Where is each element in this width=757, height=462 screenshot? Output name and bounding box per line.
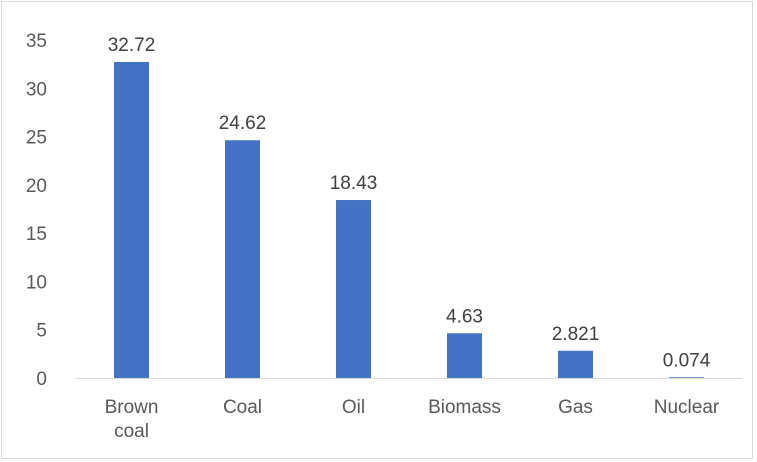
bar	[669, 377, 704, 378]
x-tick-label: Oil	[342, 397, 365, 418]
data-labels: 32.72 24.62 18.43 4.63 2.821 0.074	[108, 35, 711, 371]
bars	[114, 62, 704, 379]
data-label: 2.821	[552, 324, 600, 345]
bar	[447, 333, 482, 378]
data-label: 4.63	[446, 306, 483, 327]
y-tick-label: 20	[26, 176, 47, 197]
x-tick-label: Gas	[558, 397, 593, 418]
y-tick-label: 25	[26, 128, 47, 149]
y-tick-label: 30	[26, 79, 47, 100]
x-tick-label: Coal	[223, 397, 262, 418]
data-label: 18.43	[330, 173, 378, 194]
y-tick-label: 35	[26, 31, 47, 52]
x-axis-tick-labels: Brown coal Coal Oil Biomass Gas Nuclear	[105, 397, 720, 442]
y-tick-label: 10	[26, 272, 47, 293]
y-tick-label: 5	[36, 321, 47, 342]
bar	[558, 350, 593, 378]
y-axis-ticks: 0 5 10 15 20 25 30 35	[26, 31, 47, 390]
x-tick-label: coal	[114, 421, 149, 442]
y-tick-label: 15	[26, 224, 47, 245]
bar	[225, 140, 260, 378]
x-tick-label: Nuclear	[654, 397, 720, 418]
data-label: 0.074	[663, 350, 711, 371]
data-label: 32.72	[108, 35, 156, 56]
x-tick-label: Biomass	[428, 397, 501, 418]
bar	[336, 200, 371, 378]
bar	[114, 62, 149, 379]
data-label: 24.62	[219, 113, 267, 134]
x-tick-label: Brown	[105, 397, 159, 418]
y-tick-label: 0	[36, 369, 47, 390]
